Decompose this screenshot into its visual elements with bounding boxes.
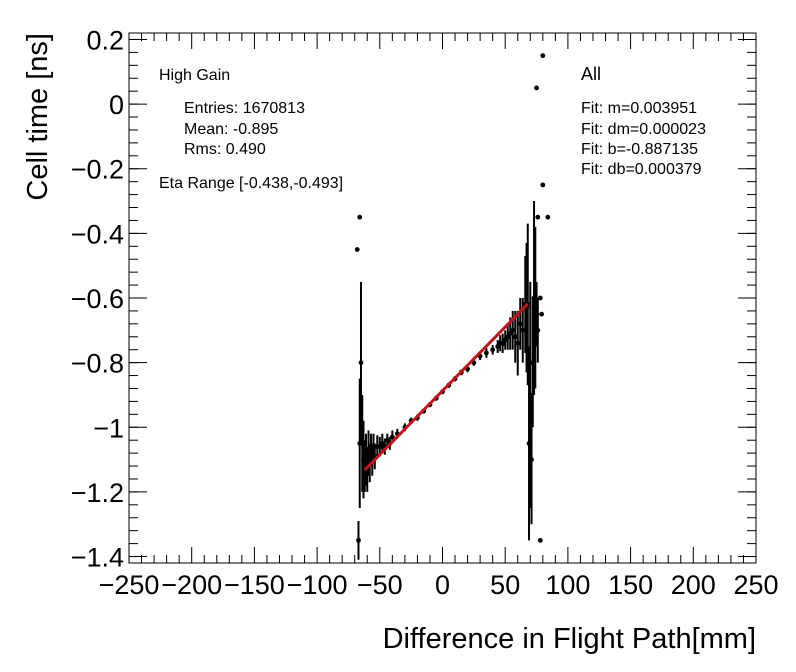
y-tick-label: −1 <box>93 413 124 443</box>
data-point <box>363 457 369 462</box>
y-tick-label: −0.2 <box>71 155 124 185</box>
data-point <box>520 327 526 333</box>
mean-label: Mean: -0.895 <box>184 121 278 138</box>
x-tick-label: −200 <box>161 570 222 600</box>
x-axis-label: Difference in Flight Path[mm] <box>383 623 756 655</box>
y-tick-label: 0.2 <box>86 25 124 55</box>
data-point <box>507 331 513 336</box>
eta-range-label: Eta Range [-0.438,-0.493] <box>159 175 343 192</box>
data-point <box>512 334 518 340</box>
x-tick-label: −100 <box>287 570 348 600</box>
y-tick-label: −0.4 <box>71 219 124 249</box>
data-point <box>483 350 489 356</box>
data-point <box>515 340 521 346</box>
data-point <box>368 447 374 453</box>
x-tick-labels: −250 −200 −150 −100 −50 0 50 100 150 200 250 <box>99 570 779 600</box>
x-tick-label: 150 <box>608 570 653 600</box>
data-point <box>537 537 543 543</box>
rms-label: Rms: 0.490 <box>184 141 266 158</box>
data-point <box>490 347 496 353</box>
x-tick-label: −150 <box>224 570 285 600</box>
data-point <box>535 327 541 333</box>
data-point <box>517 321 523 327</box>
y-tick-label: −1.4 <box>71 543 124 573</box>
fit-line <box>363 302 529 472</box>
data-point <box>530 360 536 366</box>
x-tick-label: 100 <box>545 570 590 600</box>
data-point <box>359 441 365 446</box>
y-tick-label: 0 <box>109 90 124 120</box>
data-point <box>535 214 541 220</box>
data-point <box>366 450 371 456</box>
data-point <box>354 247 360 252</box>
data-point <box>389 434 395 440</box>
data-points <box>354 53 551 543</box>
data-point <box>502 337 508 343</box>
data-point <box>357 214 363 220</box>
gain-label: High Gain <box>159 67 230 84</box>
data-point <box>545 214 551 220</box>
data-point <box>539 311 544 317</box>
data-point <box>540 182 546 188</box>
entries-label: Entries: 1670813 <box>184 100 305 117</box>
data-point <box>358 360 364 366</box>
x-tick-label: 250 <box>733 570 778 600</box>
data-point <box>377 444 383 450</box>
data-point <box>526 441 532 446</box>
x-tick-label: 0 <box>435 570 450 600</box>
data-point <box>505 334 511 340</box>
y-tick-label: −0.8 <box>71 349 124 379</box>
data-point <box>527 392 533 398</box>
fit-dm-label: Fit: dm=0.000023 <box>581 121 706 138</box>
data-point <box>531 295 537 301</box>
data-point <box>540 53 546 59</box>
data-point <box>529 457 534 462</box>
data-point <box>379 441 385 446</box>
data-point <box>537 295 543 301</box>
data-point <box>500 340 506 346</box>
data-point <box>495 344 501 349</box>
data-point <box>534 85 539 91</box>
data-point <box>356 537 361 543</box>
y-tick-label: −1.2 <box>71 478 124 508</box>
axis-ticks <box>128 33 757 563</box>
data-point <box>510 327 516 333</box>
fit-b-label: Fit: b=-0.887135 <box>581 141 698 158</box>
data-point <box>532 305 538 311</box>
data-point <box>384 437 390 443</box>
error-bars <box>357 201 539 560</box>
x-tick-label: −50 <box>357 570 403 600</box>
data-point <box>534 311 539 317</box>
fit-m-label: Fit: m=0.003951 <box>581 100 697 117</box>
all-label: All <box>581 64 601 84</box>
y-axis-label: Cell time [ns] <box>22 33 54 201</box>
x-tick-label: 200 <box>671 570 716 600</box>
x-tick-label: 50 <box>490 570 520 600</box>
data-point <box>371 444 376 450</box>
y-tick-labels: 0.2 0 −0.2 −0.4 −0.6 −0.8 −1 −1.2 −1.4 <box>71 25 124 572</box>
y-tick-label: −0.6 <box>71 284 124 314</box>
x-tick-label: −250 <box>99 570 160 600</box>
fit-db-label: Fit: db=0.000379 <box>581 161 702 178</box>
